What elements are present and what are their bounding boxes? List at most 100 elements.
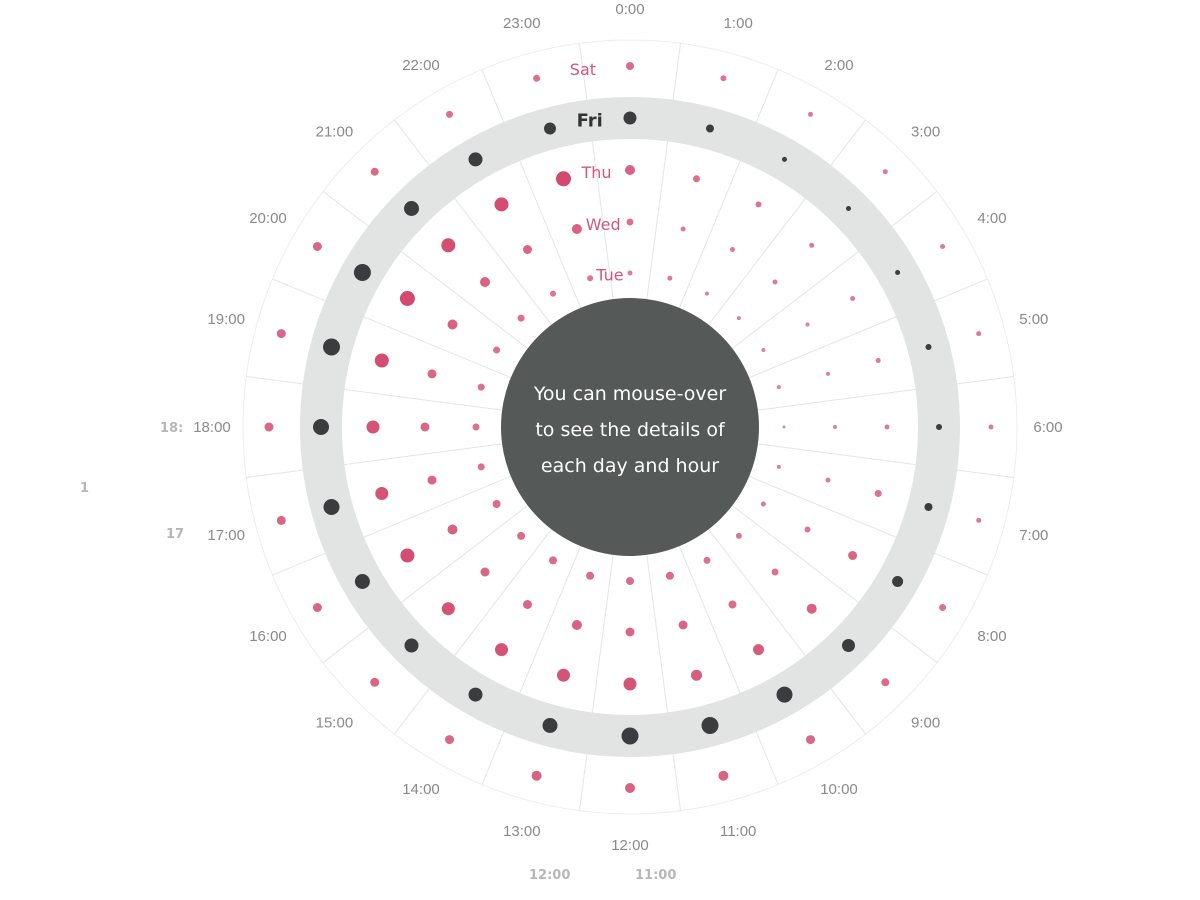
data-point-tue-20[interactable] bbox=[493, 346, 501, 354]
data-point-sat-12[interactable] bbox=[625, 783, 635, 793]
data-point-fri-20[interactable] bbox=[353, 264, 371, 281]
data-point-fri-18[interactable] bbox=[313, 419, 329, 435]
data-point-fri-6[interactable] bbox=[936, 424, 942, 430]
data-point-wed-8[interactable] bbox=[804, 526, 811, 533]
data-point-wed-22[interactable] bbox=[523, 245, 532, 254]
data-point-fri-11[interactable] bbox=[701, 717, 719, 734]
data-point-tue-9[interactable] bbox=[735, 532, 742, 539]
data-point-tue-5[interactable] bbox=[776, 385, 781, 390]
data-point-wed-7[interactable] bbox=[825, 477, 831, 483]
data-point-sat-2[interactable] bbox=[808, 111, 813, 117]
data-point-sat-23[interactable] bbox=[533, 74, 541, 82]
data-point-thu-16[interactable] bbox=[400, 548, 415, 563]
data-point-sat-16[interactable] bbox=[312, 603, 322, 612]
data-point-sat-10[interactable] bbox=[806, 735, 815, 745]
data-point-fri-10[interactable] bbox=[776, 686, 793, 703]
data-point-fri-5[interactable] bbox=[925, 344, 932, 350]
data-point-sat-18[interactable] bbox=[264, 422, 274, 432]
data-point-sat-5[interactable] bbox=[976, 331, 982, 337]
data-point-thu-0[interactable] bbox=[625, 165, 635, 175]
data-point-sat-21[interactable] bbox=[370, 167, 379, 176]
data-point-fri-2[interactable] bbox=[782, 156, 787, 162]
data-point-tue-15[interactable] bbox=[517, 531, 526, 540]
data-point-wed-13[interactable] bbox=[571, 620, 582, 630]
data-point-thu-8[interactable] bbox=[848, 551, 858, 560]
data-point-wed-11[interactable] bbox=[678, 620, 688, 630]
data-point-tue-18[interactable] bbox=[472, 423, 480, 431]
data-point-sat-17[interactable] bbox=[276, 515, 286, 525]
data-point-thu-12[interactable] bbox=[623, 677, 637, 691]
data-point-tue-4[interactable] bbox=[761, 348, 766, 352]
data-point-wed-0[interactable] bbox=[626, 218, 634, 226]
data-point-wed-14[interactable] bbox=[523, 600, 532, 609]
data-point-tue-8[interactable] bbox=[760, 501, 766, 507]
data-point-thu-17[interactable] bbox=[375, 487, 389, 500]
data-point-tue-6[interactable] bbox=[782, 425, 786, 429]
data-point-fri-1[interactable] bbox=[706, 124, 714, 133]
data-point-fri-14[interactable] bbox=[468, 687, 483, 702]
data-point-fri-17[interactable] bbox=[323, 499, 340, 515]
data-point-tue-17[interactable] bbox=[477, 463, 485, 471]
data-point-tue-3[interactable] bbox=[736, 316, 741, 321]
data-point-tue-7[interactable] bbox=[776, 464, 781, 469]
data-point-fri-19[interactable] bbox=[323, 338, 340, 356]
data-point-sat-6[interactable] bbox=[988, 424, 994, 430]
data-point-tue-13[interactable] bbox=[586, 571, 595, 580]
data-point-thu-15[interactable] bbox=[441, 602, 455, 616]
data-point-sat-8[interactable] bbox=[939, 604, 947, 611]
data-point-thu-19[interactable] bbox=[374, 353, 389, 368]
data-point-fri-21[interactable] bbox=[404, 201, 419, 216]
data-point-wed-5[interactable] bbox=[826, 371, 830, 376]
data-point-fri-8[interactable] bbox=[892, 576, 904, 587]
data-point-tue-11[interactable] bbox=[665, 571, 674, 580]
data-point-tue-2[interactable] bbox=[705, 291, 709, 296]
data-point-thu-13[interactable] bbox=[557, 668, 570, 682]
data-point-wed-4[interactable] bbox=[805, 322, 810, 327]
data-point-thu-3[interactable] bbox=[809, 242, 815, 248]
data-point-fri-13[interactable] bbox=[542, 718, 558, 733]
data-point-wed-1[interactable] bbox=[680, 226, 686, 232]
data-point-sat-19[interactable] bbox=[276, 329, 286, 339]
data-point-thu-23[interactable] bbox=[556, 171, 571, 187]
data-point-sat-22[interactable] bbox=[446, 110, 453, 118]
data-point-wed-23[interactable] bbox=[571, 224, 582, 234]
data-point-tue-22[interactable] bbox=[550, 290, 556, 297]
data-point-thu-5[interactable] bbox=[875, 358, 881, 363]
data-point-thu-6[interactable] bbox=[884, 424, 890, 430]
data-point-tue-0[interactable] bbox=[627, 270, 633, 276]
data-point-tue-23[interactable] bbox=[587, 275, 594, 282]
data-point-wed-12[interactable] bbox=[625, 627, 635, 637]
data-point-thu-14[interactable] bbox=[495, 643, 508, 657]
data-point-wed-6[interactable] bbox=[833, 425, 837, 429]
data-point-sat-15[interactable] bbox=[370, 677, 380, 687]
data-point-wed-19[interactable] bbox=[427, 369, 437, 379]
data-point-fri-16[interactable] bbox=[354, 574, 370, 589]
data-point-sat-14[interactable] bbox=[445, 735, 454, 745]
data-point-thu-1[interactable] bbox=[693, 175, 700, 183]
data-point-thu-9[interactable] bbox=[806, 603, 817, 614]
day-label-thu[interactable]: Thu bbox=[580, 163, 611, 182]
data-point-sat-4[interactable] bbox=[940, 244, 946, 249]
data-point-wed-3[interactable] bbox=[772, 279, 778, 285]
data-point-wed-16[interactable] bbox=[447, 524, 458, 535]
data-point-wed-17[interactable] bbox=[427, 475, 437, 485]
day-label-tue[interactable]: Tue bbox=[595, 265, 623, 284]
data-point-wed-20[interactable] bbox=[447, 319, 458, 330]
data-point-thu-22[interactable] bbox=[494, 197, 509, 212]
data-point-fri-12[interactable] bbox=[621, 727, 639, 745]
data-point-wed-15[interactable] bbox=[480, 567, 490, 577]
data-point-sat-7[interactable] bbox=[976, 517, 982, 523]
data-point-sat-3[interactable] bbox=[882, 169, 888, 175]
data-point-wed-10[interactable] bbox=[728, 600, 737, 609]
data-point-tue-10[interactable] bbox=[703, 556, 711, 564]
data-point-sat-20[interactable] bbox=[312, 242, 322, 251]
data-point-wed-21[interactable] bbox=[480, 277, 490, 287]
day-label-sat[interactable]: Sat bbox=[570, 60, 596, 79]
data-point-thu-10[interactable] bbox=[753, 644, 764, 656]
data-point-fri-23[interactable] bbox=[544, 122, 556, 135]
data-point-thu-21[interactable] bbox=[441, 238, 456, 253]
data-point-fri-22[interactable] bbox=[468, 152, 483, 167]
data-point-thu-4[interactable] bbox=[850, 296, 856, 301]
data-point-wed-9[interactable] bbox=[771, 568, 779, 576]
data-point-wed-18[interactable] bbox=[420, 422, 430, 432]
